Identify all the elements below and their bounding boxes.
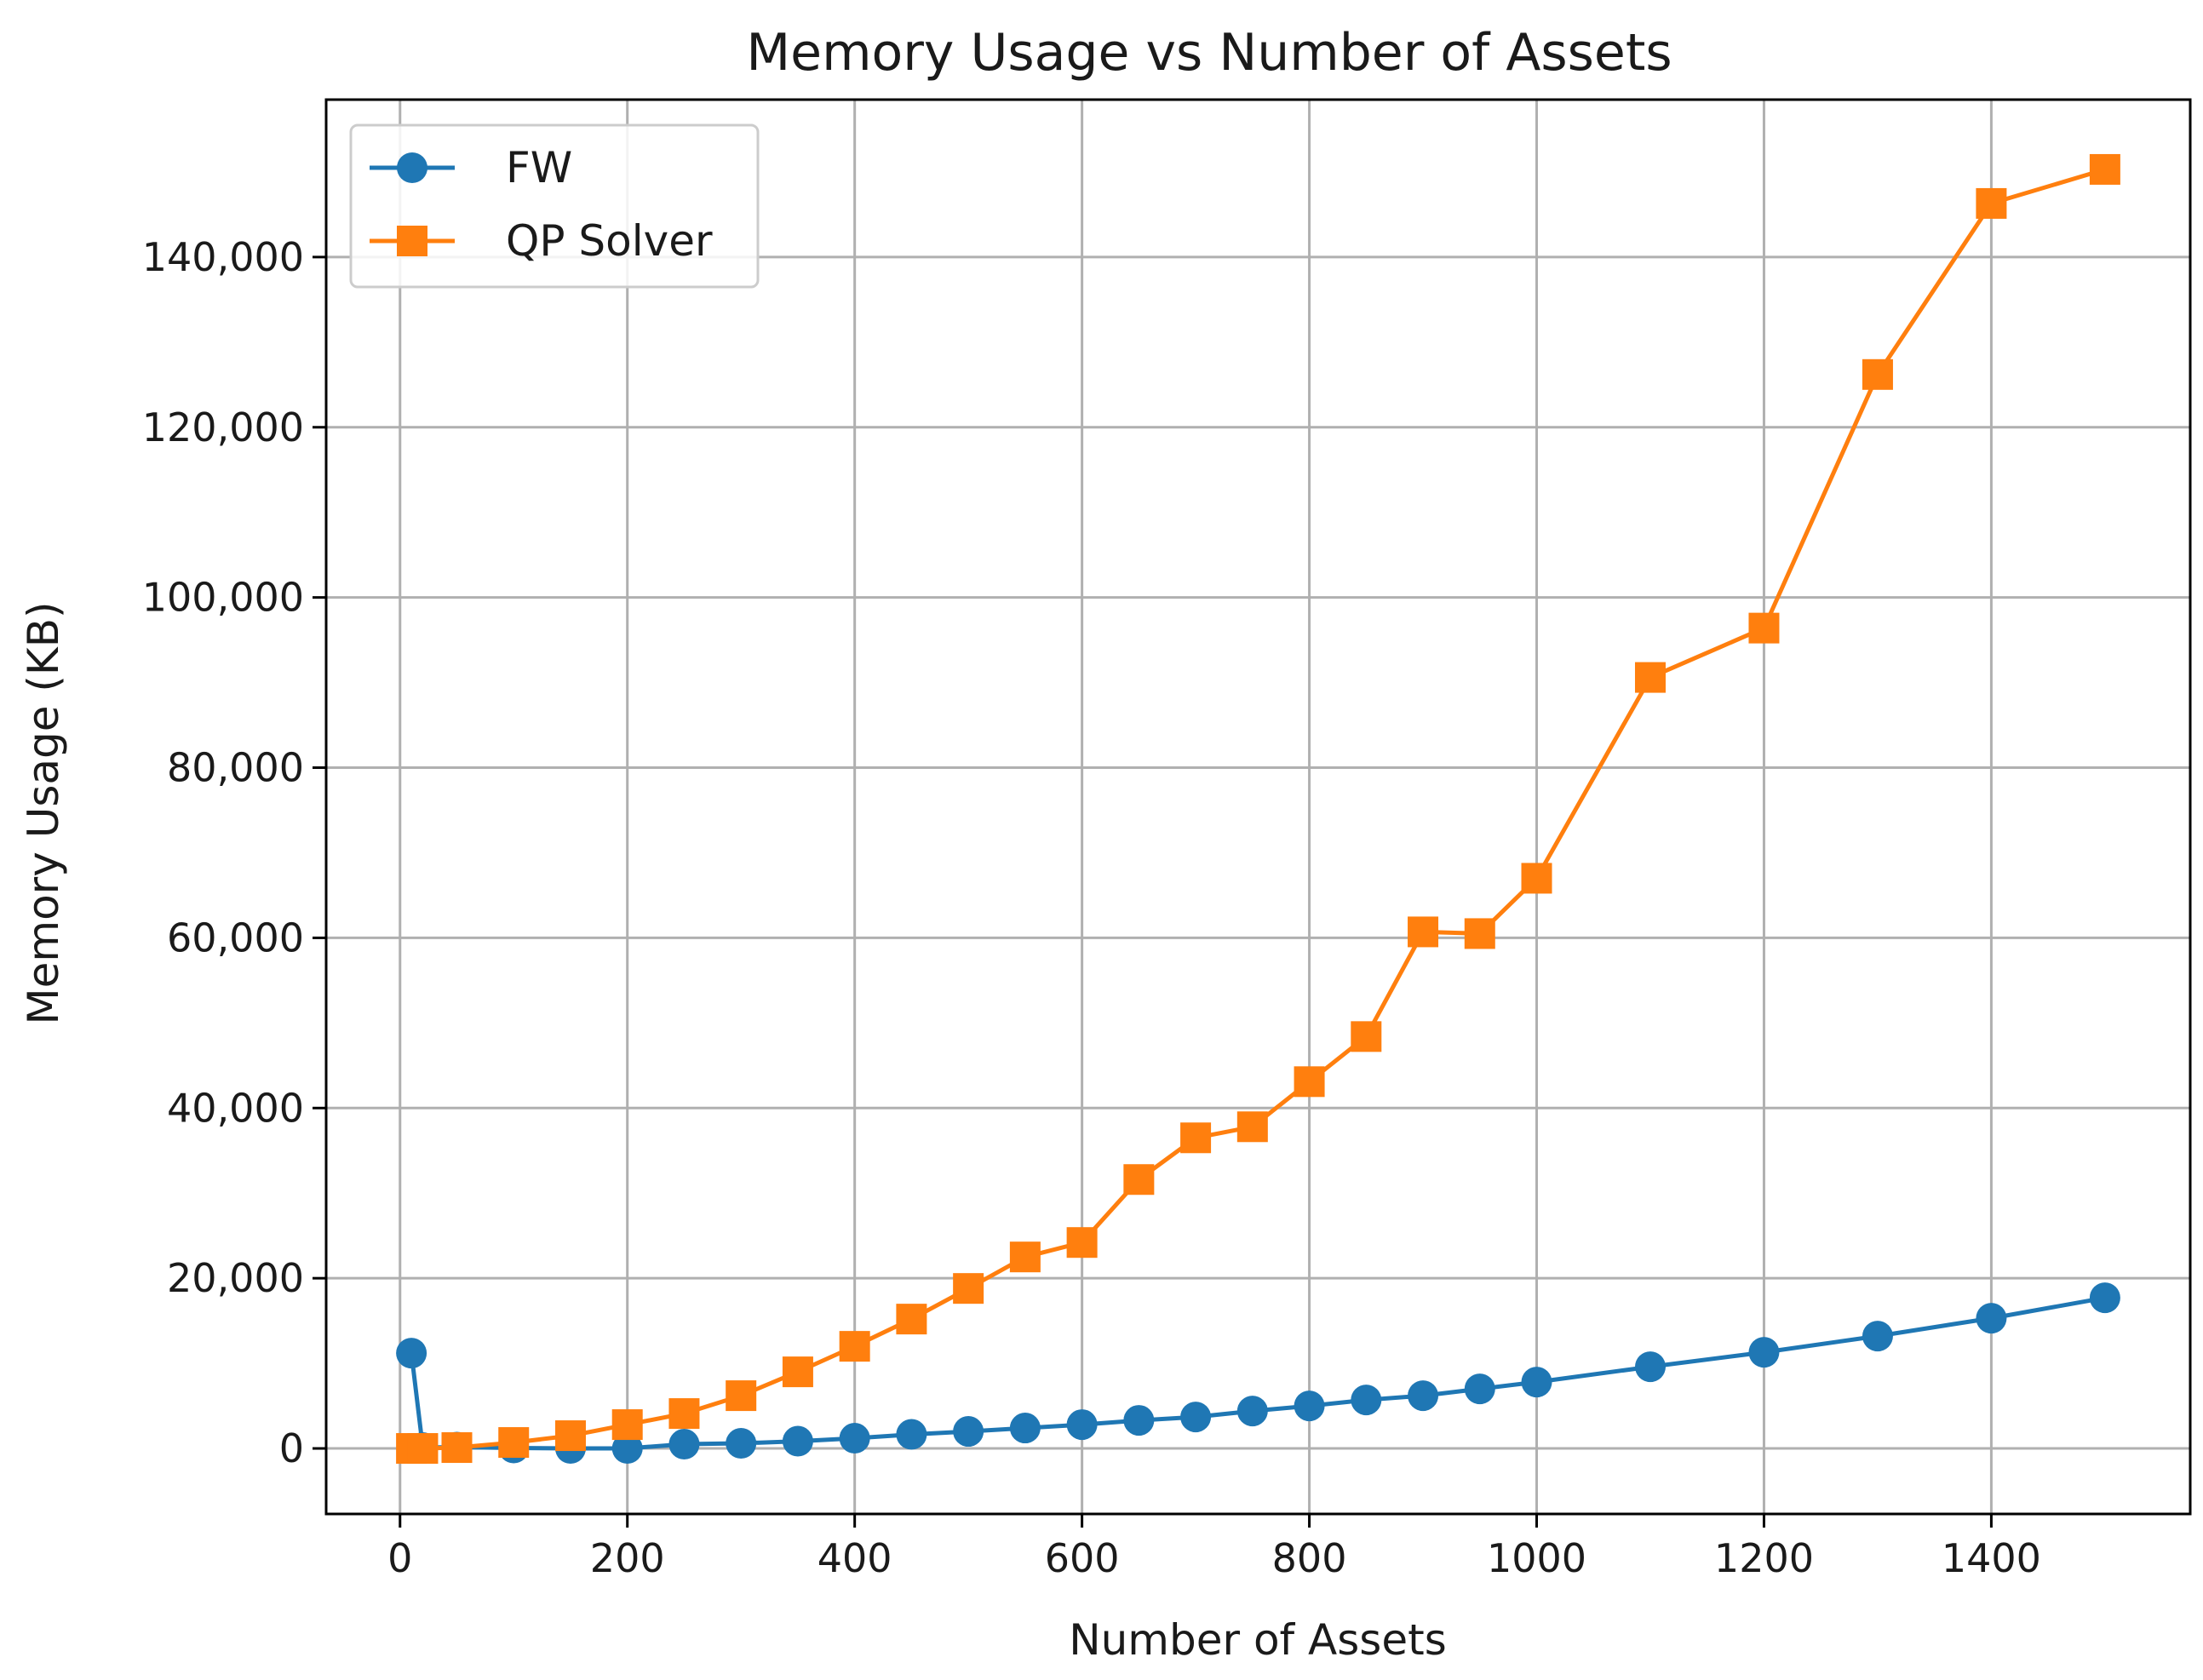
data-point: [1976, 1303, 2007, 1334]
data-point: [1351, 1021, 1382, 1052]
data-point: [1294, 1066, 1325, 1098]
data-point: [1123, 1405, 1155, 1436]
y-tick-label: 80,000: [167, 745, 304, 791]
data-point: [554, 1420, 586, 1452]
x-axis-label: Number of Assets: [1069, 1615, 1447, 1665]
data-point: [1862, 358, 1893, 390]
data-point: [1066, 1227, 1098, 1259]
x-tick-label: 1200: [1714, 1535, 1814, 1581]
data-point: [2089, 1282, 2120, 1314]
data-point: [1009, 1241, 1041, 1273]
data-point: [611, 1409, 643, 1441]
data-point: [726, 1428, 757, 1459]
legend-label: QP Solver: [506, 216, 713, 266]
data-point: [668, 1429, 700, 1460]
data-point: [441, 1432, 473, 1464]
data-point: [1862, 1321, 1893, 1352]
legend-item: QP Solver: [370, 216, 713, 266]
data-point: [782, 1356, 813, 1388]
data-series: [396, 153, 2120, 1465]
legend: FW QP Solver: [349, 123, 760, 289]
y-tick-label: 120,000: [142, 404, 304, 450]
legend-item: FW: [370, 143, 572, 192]
y-axis-label: Memory Usage (KB): [19, 601, 68, 1024]
data-point: [896, 1304, 927, 1335]
data-point: [1464, 918, 1495, 949]
data-point: [1408, 916, 1439, 948]
data-point: [1066, 1409, 1098, 1441]
data-point: [1521, 863, 1552, 894]
legend-marker: [397, 152, 427, 183]
x-tick-label: 400: [818, 1535, 892, 1581]
grid-lines: [326, 100, 2190, 1514]
x-tick-label: 800: [1272, 1535, 1347, 1581]
data-point: [896, 1419, 927, 1450]
x-tick-label: 200: [590, 1535, 665, 1581]
data-point: [2089, 153, 2120, 185]
data-point: [1236, 1111, 1268, 1143]
y-tick-label: 60,000: [167, 915, 304, 960]
data-point: [1180, 1122, 1212, 1154]
data-point: [1123, 1164, 1155, 1195]
y-tick-label: 40,000: [167, 1085, 304, 1131]
data-point: [1748, 612, 1780, 644]
data-point: [839, 1423, 870, 1454]
data-point: [953, 1273, 984, 1304]
data-point: [498, 1427, 530, 1459]
legend-label: FW: [506, 143, 572, 192]
data-point: [1634, 662, 1666, 693]
data-point: [668, 1398, 700, 1430]
data-point: [782, 1425, 813, 1457]
data-point: [726, 1380, 757, 1412]
data-point: [1351, 1385, 1382, 1416]
plot-area-frame: [324, 98, 2192, 1516]
data-point: [839, 1331, 870, 1362]
y-tick-label: 20,000: [167, 1255, 304, 1301]
x-tick-label: 1400: [1942, 1535, 2041, 1581]
y-tick-label: 0: [279, 1425, 304, 1471]
data-point: [407, 1433, 439, 1465]
y-tick-label: 100,000: [142, 575, 304, 621]
y-tick-label: 140,000: [142, 234, 304, 280]
data-point: [1294, 1390, 1325, 1422]
x-axis-ticks: 0 200 400 600 800 1000 1200 1400: [387, 1514, 2041, 1581]
x-tick-label: 1000: [1487, 1535, 1586, 1581]
data-point: [1748, 1337, 1780, 1368]
legend-marker: [397, 226, 427, 256]
x-tick-label: 600: [1045, 1535, 1120, 1581]
data-point: [1180, 1402, 1212, 1433]
data-point: [1976, 187, 2007, 219]
data-point: [953, 1416, 984, 1448]
data-point: [1408, 1380, 1439, 1412]
data-point: [1464, 1373, 1495, 1405]
data-point: [1521, 1367, 1552, 1398]
data-point: [1009, 1413, 1041, 1444]
data-point: [1236, 1396, 1268, 1427]
data-point: [396, 1338, 427, 1369]
x-tick-label: 0: [387, 1535, 412, 1581]
data-point: [611, 1433, 643, 1465]
y-axis-ticks: 0 20,000 40,000 60,000 80,000 100,000 120,000 1…: [142, 234, 326, 1471]
data-point: [1634, 1351, 1666, 1383]
series-2: [396, 153, 2120, 1465]
chart-title: Memory Usage vs Number of Assets: [746, 23, 1672, 83]
